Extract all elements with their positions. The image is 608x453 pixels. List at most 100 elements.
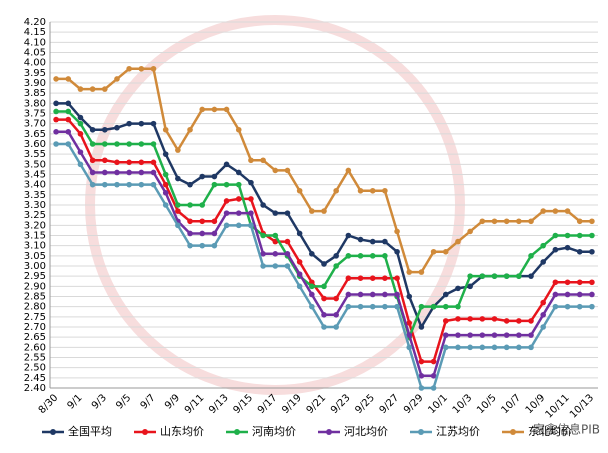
data-point bbox=[235, 181, 242, 188]
data-point bbox=[516, 332, 522, 338]
data-point bbox=[235, 222, 242, 229]
data-point bbox=[248, 210, 254, 216]
x-tick-label: 9/19 bbox=[280, 392, 304, 416]
data-point bbox=[211, 106, 218, 113]
data-point bbox=[467, 344, 473, 351]
data-point bbox=[272, 263, 279, 269]
x-tick-label: 9/3 bbox=[90, 392, 109, 411]
y-tick-label: 4.10 bbox=[24, 37, 46, 48]
data-point bbox=[382, 275, 388, 282]
data-point bbox=[564, 208, 571, 214]
data-point bbox=[418, 358, 425, 365]
data-point bbox=[576, 232, 583, 239]
y-tick-label: 2.50 bbox=[24, 363, 46, 374]
data-point bbox=[528, 344, 534, 351]
data-point bbox=[65, 100, 72, 107]
data-point bbox=[199, 202, 206, 208]
y-tick-label: 3.05 bbox=[24, 251, 46, 262]
data-point bbox=[211, 242, 218, 249]
data-point bbox=[199, 242, 206, 249]
legend-marker bbox=[510, 429, 516, 435]
y-tick-label: 3.00 bbox=[24, 261, 46, 272]
data-point bbox=[467, 273, 473, 279]
data-point bbox=[589, 291, 595, 298]
data-point bbox=[126, 159, 132, 166]
data-point bbox=[442, 344, 449, 351]
y-tick-label: 4.05 bbox=[24, 48, 46, 59]
data-point bbox=[491, 344, 498, 351]
data-point bbox=[540, 324, 546, 330]
data-point bbox=[77, 149, 84, 155]
x-tick-label: 9/17 bbox=[256, 392, 280, 416]
data-point bbox=[357, 187, 364, 194]
data-point bbox=[187, 230, 193, 237]
data-point bbox=[260, 263, 266, 269]
data-point bbox=[528, 318, 534, 324]
data-point bbox=[576, 279, 583, 286]
data-point bbox=[369, 303, 376, 310]
data-point bbox=[503, 318, 510, 324]
data-point bbox=[455, 238, 461, 245]
data-point bbox=[114, 124, 120, 131]
data-point bbox=[126, 120, 132, 127]
data-point bbox=[223, 210, 230, 216]
data-point bbox=[418, 373, 425, 379]
data-point bbox=[345, 167, 352, 174]
data-point bbox=[284, 238, 291, 245]
data-point bbox=[552, 291, 559, 298]
data-point bbox=[491, 332, 498, 338]
data-point bbox=[576, 303, 583, 310]
data-point bbox=[467, 332, 473, 338]
watermark-text: 家禽信息PIB bbox=[533, 422, 600, 437]
data-point bbox=[576, 218, 583, 225]
data-point bbox=[369, 291, 376, 298]
data-point bbox=[455, 303, 461, 310]
data-point bbox=[65, 108, 72, 115]
data-point bbox=[467, 228, 473, 235]
data-point bbox=[516, 218, 522, 225]
x-tick-label: 9/5 bbox=[114, 392, 133, 411]
data-point bbox=[394, 303, 400, 310]
data-point bbox=[442, 291, 449, 298]
data-point bbox=[309, 208, 315, 214]
x-tick-label: 9/25 bbox=[353, 392, 377, 416]
y-tick-label: 4.00 bbox=[24, 58, 46, 69]
data-point bbox=[126, 141, 132, 147]
data-point bbox=[114, 169, 120, 176]
data-point bbox=[211, 230, 218, 237]
data-point bbox=[442, 318, 449, 324]
data-point bbox=[309, 251, 315, 257]
data-point bbox=[187, 126, 193, 133]
x-tick-label: 9/7 bbox=[139, 392, 158, 411]
data-point bbox=[540, 208, 546, 214]
data-point bbox=[102, 169, 108, 176]
data-point bbox=[333, 295, 339, 302]
data-point bbox=[65, 141, 72, 147]
data-point bbox=[89, 157, 96, 164]
data-point bbox=[406, 293, 413, 300]
data-point bbox=[552, 208, 559, 214]
x-tick-label: 9/23 bbox=[329, 392, 353, 416]
legend-label: 江苏均价 bbox=[436, 425, 480, 438]
data-point bbox=[528, 332, 534, 338]
data-point bbox=[150, 169, 157, 176]
data-point bbox=[503, 218, 510, 225]
data-point bbox=[564, 279, 571, 286]
data-point bbox=[369, 238, 376, 245]
series-line bbox=[56, 110, 592, 341]
data-point bbox=[296, 283, 303, 290]
legend-label: 河北均价 bbox=[344, 425, 388, 438]
data-point bbox=[552, 246, 559, 253]
data-point bbox=[394, 275, 400, 282]
legend-label: 全国平均 bbox=[68, 424, 112, 438]
data-point bbox=[576, 248, 583, 255]
y-tick-label: 3.30 bbox=[24, 200, 46, 211]
y-tick-label: 2.55 bbox=[24, 353, 46, 364]
data-point bbox=[272, 251, 279, 257]
data-point bbox=[467, 316, 473, 322]
data-point bbox=[491, 218, 498, 225]
data-point bbox=[162, 171, 169, 178]
data-point bbox=[296, 187, 303, 194]
x-tick-label: 10/11 bbox=[544, 392, 572, 420]
data-point bbox=[77, 114, 84, 121]
